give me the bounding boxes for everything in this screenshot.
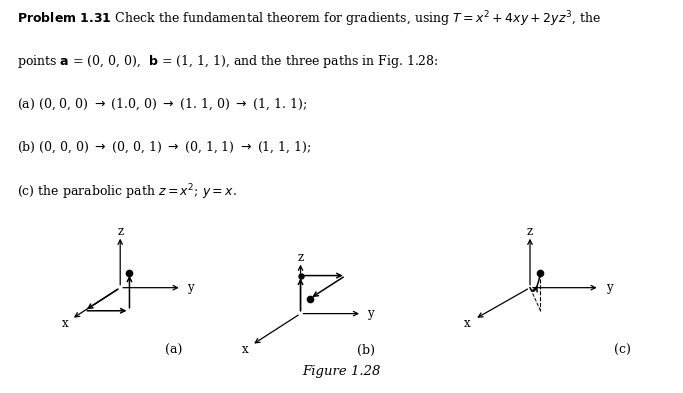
Text: (b) (0, 0, 0) $\rightarrow$ (0, 0, 1) $\rightarrow$ (0, 1, 1) $\rightarrow$ (1, : (b) (0, 0, 0) $\rightarrow$ (0, 0, 1) $\… [17, 140, 311, 155]
Text: y: y [186, 281, 193, 294]
Text: (a) (0, 0, 0) $\rightarrow$ (1.0, 0) $\rightarrow$ (1. 1, 0) $\rightarrow$ (1, 1: (a) (0, 0, 0) $\rightarrow$ (1.0, 0) $\r… [17, 96, 307, 112]
Text: points $\mathbf{a}$ = (0, 0, 0),  $\mathbf{b}$ = (1, 1, 1), and the three paths : points $\mathbf{a}$ = (0, 0, 0), $\mathb… [17, 53, 438, 70]
Text: (b): (b) [357, 344, 375, 357]
Text: z: z [527, 225, 533, 238]
Text: z: z [298, 251, 303, 264]
Text: z: z [117, 225, 123, 238]
Text: x: x [242, 343, 249, 356]
Text: x: x [61, 317, 68, 330]
Text: y: y [367, 307, 374, 320]
Text: y: y [606, 281, 612, 294]
Text: (c): (c) [615, 344, 631, 357]
Text: (c) the parabolic path $z = x^2$; $y = x$.: (c) the parabolic path $z = x^2$; $y = x… [17, 183, 237, 202]
Text: $\mathbf{Problem\ 1.31}$ Check the fundamental theorem for gradients, using $T=x: $\mathbf{Problem\ 1.31}$ Check the funda… [17, 10, 601, 29]
Text: (a): (a) [165, 344, 182, 357]
Text: x: x [464, 317, 471, 330]
Text: Figure 1.28: Figure 1.28 [303, 365, 380, 378]
